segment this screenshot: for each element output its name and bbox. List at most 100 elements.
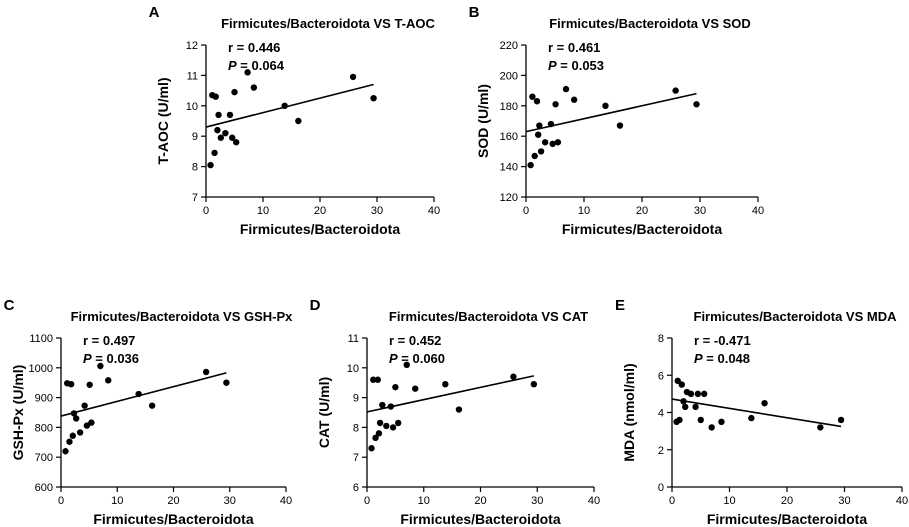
x-tick-label-b: 30	[694, 205, 706, 217]
y-tick-label-e: 6	[658, 370, 664, 382]
data-point-a	[215, 111, 222, 119]
stat-p-value-e: = 0.048	[703, 351, 750, 366]
stat-p-c: P = 0.036	[83, 351, 139, 366]
stat-p-symbol-e: P	[694, 351, 703, 366]
data-point-d	[379, 401, 386, 409]
x-tick-label-d: 0	[364, 495, 370, 507]
data-point-c	[148, 402, 156, 409]
regression-line-b	[525, 92, 697, 133]
data-point-e	[701, 390, 708, 398]
panel-letter-b: B	[469, 4, 480, 21]
x-tick-label-b: 0	[523, 205, 529, 217]
data-point-c	[69, 432, 77, 439]
data-point-e	[694, 390, 702, 398]
y-tick-label-b: 140	[500, 162, 518, 174]
data-point-d	[370, 376, 377, 383]
data-point-c	[105, 377, 112, 384]
data-point-c	[88, 419, 95, 426]
x-axis-label-d: Firmicutes/Bacteroidota	[400, 511, 560, 527]
x-tick-label-a: 0	[203, 205, 209, 217]
x-tick-label-c: 20	[167, 495, 179, 507]
data-point-e	[680, 398, 687, 405]
panel-letter-c: C	[4, 297, 15, 314]
data-point-a	[212, 93, 219, 100]
data-point-a	[231, 88, 238, 96]
x-tick-label-e: 10	[723, 495, 735, 507]
x-tick-label-c: 40	[280, 495, 292, 507]
x-axis-label-b: Firmicutes/Bacteroidota	[562, 221, 722, 237]
data-point-c	[62, 448, 69, 455]
data-point-b	[672, 87, 679, 94]
data-point-c	[97, 362, 104, 370]
stat-p-value-b: = 0.053	[557, 58, 604, 73]
data-point-e	[674, 377, 681, 385]
y-tick-label-b: 160	[500, 131, 518, 143]
x-tick-label-a: 20	[314, 205, 326, 217]
stat-r-d: r = 0.452	[389, 333, 441, 348]
data-point-b	[549, 140, 556, 147]
data-point-e	[761, 399, 768, 407]
y-tick-label-d: 9	[353, 393, 359, 405]
x-tick-label-d: 20	[474, 495, 486, 507]
y-tick-label-b: 200	[500, 70, 518, 82]
data-point-b	[536, 122, 543, 129]
chart-title-b: Firmicutes/Bacteroidota VS SOD	[549, 16, 751, 31]
data-point-e	[817, 424, 824, 431]
x-tick-label-c: 0	[58, 495, 64, 507]
data-point-c	[81, 402, 88, 409]
x-tick-label-b: 20	[636, 205, 648, 217]
data-point-e	[682, 403, 689, 411]
data-point-c	[67, 380, 75, 388]
stat-p-symbol-b: P	[548, 58, 557, 73]
data-point-d	[372, 434, 379, 442]
y-tick-label-e: 8	[658, 333, 664, 345]
x-axis-label-e: Firmicutes/Bacteroidota	[707, 511, 867, 527]
x-tick-label-d: 30	[531, 495, 543, 507]
data-point-b	[552, 101, 559, 108]
chart-title-e: Firmicutes/Bacteroidota VS MDA	[694, 309, 898, 324]
stat-p-value-c: = 0.036	[92, 351, 139, 366]
data-point-e	[692, 403, 699, 411]
y-tick-label-a: 12	[186, 40, 198, 52]
stat-p-symbol-c: P	[83, 351, 92, 366]
data-point-b	[537, 148, 545, 155]
x-tick-label-a: 10	[257, 205, 269, 217]
data-point-c	[70, 410, 78, 417]
y-axis-label-a: T-AOC (U/ml)	[155, 77, 171, 164]
data-point-c	[135, 390, 142, 398]
x-tick-label-d: 40	[588, 495, 600, 507]
panel-d: D Firmicutes/Bacteroidota VS CAT 0 10 20 30 40…	[310, 297, 601, 527]
y-tick-label-b: 120	[500, 192, 518, 204]
data-point-d	[383, 422, 390, 430]
stat-p-b: P = 0.053	[548, 58, 604, 73]
data-point-e	[837, 416, 845, 424]
data-point-b	[570, 96, 578, 103]
data-point-d	[389, 424, 397, 431]
data-point-b	[534, 131, 542, 138]
data-point-a	[214, 126, 221, 134]
data-point-a	[244, 69, 251, 76]
y-tick-label-a: 11	[187, 70, 198, 82]
x-tick-label-b: 40	[752, 205, 764, 217]
y-tick-label-d: 6	[353, 482, 359, 494]
stat-p-a: P = 0.064	[228, 58, 285, 73]
data-point-b	[562, 85, 570, 93]
y-tick-label-b: 180	[500, 101, 518, 113]
data-point-c	[76, 429, 84, 436]
data-point-b	[529, 93, 536, 100]
panel-letter-a: A	[149, 4, 160, 21]
x-tick-label-c: 30	[224, 495, 236, 507]
y-axis-label-c: GSH-Px (U/ml)	[10, 365, 26, 461]
data-point-c	[86, 381, 93, 388]
chart-title-a: Firmicutes/Bacteroidota VS T-AOC	[221, 16, 435, 31]
data-point-d	[403, 361, 410, 369]
data-point-d	[376, 419, 384, 427]
x-tick-label-b: 10	[578, 205, 590, 217]
data-point-e	[748, 414, 755, 422]
y-axis-label-e: MDA (nmol/ml)	[621, 363, 637, 461]
data-point-b	[693, 101, 700, 108]
stat-p-value-d: = 0.060	[398, 351, 445, 366]
regression-line-e	[671, 398, 842, 428]
x-tick-label-d: 10	[418, 495, 430, 507]
